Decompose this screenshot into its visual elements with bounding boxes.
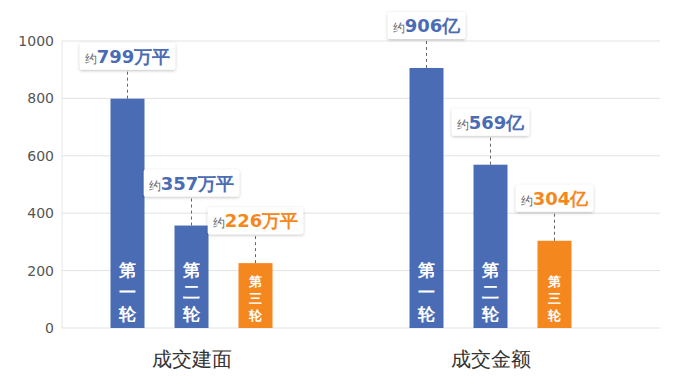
label-leader	[191, 197, 192, 226]
data-label: 约304亿	[521, 188, 590, 209]
grid-line	[62, 213, 660, 214]
bar	[538, 241, 572, 328]
y-tick-label: 200	[27, 263, 54, 279]
data-label: 约357万平	[149, 173, 235, 194]
x-tick-label: 成交建面	[152, 347, 232, 371]
data-label: 约569亿	[457, 112, 526, 133]
y-axis-line	[62, 41, 63, 328]
series-name: 第一轮	[417, 260, 436, 324]
label-box	[80, 43, 176, 70]
bar	[175, 226, 209, 328]
label-box	[516, 185, 594, 212]
grid-line	[62, 155, 660, 156]
label-leader	[554, 212, 555, 241]
grid-line	[62, 41, 660, 42]
label-box	[144, 170, 240, 197]
label-leader	[255, 234, 256, 263]
bar	[410, 68, 444, 328]
labels: 第一轮 约799万平第二轮 约357万平第三轮 约226万平第一轮 约906亿第二轮 约5…	[80, 12, 594, 324]
series-name: 第一轮	[118, 260, 137, 324]
y-tick-label: 400	[27, 205, 54, 221]
bars	[111, 68, 572, 328]
chart-container: 0 200 400 600 800 1000 第一轮 约799万平第二轮 约357万平第三轮 约2…	[0, 0, 692, 392]
bar	[111, 99, 145, 328]
label-leader	[127, 70, 128, 99]
series-name: 第三轮	[248, 274, 263, 323]
label-box	[388, 12, 466, 39]
y-tick-label: 600	[27, 148, 54, 164]
x-tick-label: 成交金额	[451, 347, 531, 371]
y-tick-label: 0	[45, 320, 54, 336]
series-name: 第二轮	[182, 260, 201, 324]
grid-line	[62, 98, 660, 99]
data-label: 约799万平	[85, 46, 171, 67]
label-box	[452, 109, 530, 136]
label-leader	[426, 39, 427, 68]
bar	[239, 263, 273, 328]
y-tick-label: 800	[27, 90, 54, 106]
bar	[474, 165, 508, 328]
data-label: 约226万平	[213, 210, 299, 231]
chart-svg: 0 200 400 600 800 1000 第一轮 约799万平第二轮 约357万平第三轮 约2…	[0, 0, 692, 392]
label-leader	[490, 136, 491, 165]
series-name: 第二轮	[481, 260, 500, 324]
series-name: 第三轮	[547, 274, 562, 323]
y-tick-label: 1000	[18, 33, 54, 49]
label-box	[208, 207, 304, 234]
data-label: 约906亿	[393, 15, 462, 36]
